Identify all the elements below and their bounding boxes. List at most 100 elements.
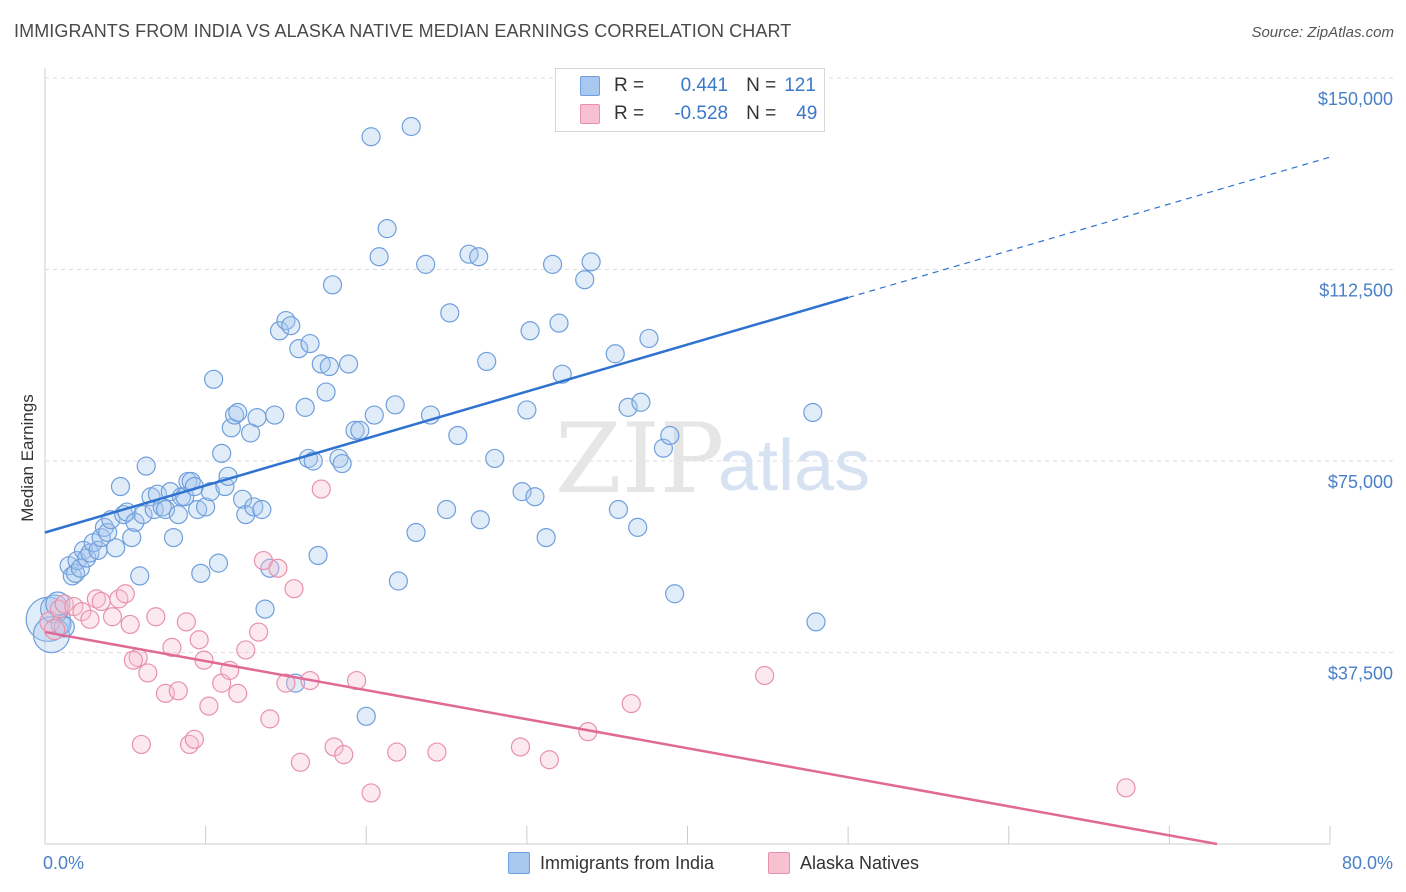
data-point [249,622,269,642]
data-point [631,392,651,412]
y-tick-label: $37,500 [1328,664,1393,684]
data-point [525,487,545,507]
data-point [308,545,328,566]
correlation-legend: R = 0.441 N = 121 R = -0.528 N = 49 [555,68,825,132]
data-point [123,650,143,670]
data-point [369,247,389,267]
data-point [131,734,151,755]
data-point [608,499,629,520]
legend-row-alaska: R = -0.528 N = 49 [580,101,817,127]
series-india-points [25,116,826,726]
data-point [477,351,497,372]
bottom-legend-swatch-alaska [768,852,790,874]
data-point [163,527,184,548]
data-point [184,729,204,749]
x-tick-label-left: 0.0% [43,853,84,873]
data-point [388,571,408,591]
data-point [284,579,304,599]
data-point [361,783,381,803]
data-point [621,693,641,714]
trend-line-alaska [44,630,1218,846]
data-point [208,553,229,573]
trend-line-india-extension [847,156,1331,299]
data-point [448,425,468,446]
data-point [281,316,301,336]
data-point [628,517,648,537]
data-point [125,512,145,532]
data-point [62,566,82,586]
data-point [338,354,359,374]
data-point [276,673,296,693]
data-point [72,602,92,622]
data-point [191,563,211,583]
data-point [289,339,309,359]
data-point [581,252,601,272]
data-point [345,420,365,440]
data-point [199,696,219,716]
data-point [196,497,216,517]
data-point [618,397,638,417]
data-point [146,607,166,627]
data-point [536,527,556,548]
bottom-legend-swatch-india [508,852,530,874]
data-point [549,313,569,333]
data-point [120,614,140,635]
y-tick-label: $112,500 [1319,281,1393,301]
data-point [387,742,407,762]
data-point [754,665,775,686]
data-point [364,405,384,425]
bottom-legend-label-india: Immigrants from India [540,852,715,873]
data-point [269,321,290,341]
trend-lines [44,156,1331,846]
data-point [542,254,563,274]
data-point [440,303,460,323]
data-point [436,499,457,520]
data-point [356,706,376,726]
data-point [290,752,310,772]
data-point [660,425,680,446]
data-point [236,640,256,660]
data-point [44,618,66,641]
axes [44,68,1331,845]
x-tick-label-right: 80.0% [1342,853,1393,873]
data-point [575,270,595,290]
data-point [316,382,336,402]
data-point [377,219,397,239]
data-point [106,538,126,558]
data-point [319,356,339,377]
legend-r-label: R = [614,75,645,96]
data-point [32,616,71,654]
data-point [162,637,182,657]
series-alaska-points [39,479,1136,803]
data-point [265,405,285,425]
data-point [168,681,188,701]
data-point [311,479,331,499]
data-point [80,609,100,629]
data-point [268,558,288,578]
data-point [247,407,267,428]
data-point [401,116,421,137]
data-point [416,254,436,274]
data-point [322,275,343,295]
data-point [385,395,405,415]
data-point [130,566,150,586]
data-point [255,599,275,619]
data-point [350,420,370,440]
legend-n-value: 121 [784,75,816,96]
data-point [539,750,559,770]
data-point [155,499,176,520]
data-point [665,584,685,604]
data-point [91,591,111,612]
y-axis-label: Median Earnings [18,394,37,522]
data-point [332,453,352,474]
watermark-atlas: atlas [718,426,870,506]
data-point [260,709,280,729]
data-point [109,589,129,609]
data-point [228,683,248,703]
data-point [1116,778,1136,798]
data-point [98,522,118,543]
data-point [138,663,158,683]
data-point [252,499,272,520]
legend-r-value: 0.441 [680,75,729,96]
data-point [485,448,505,469]
